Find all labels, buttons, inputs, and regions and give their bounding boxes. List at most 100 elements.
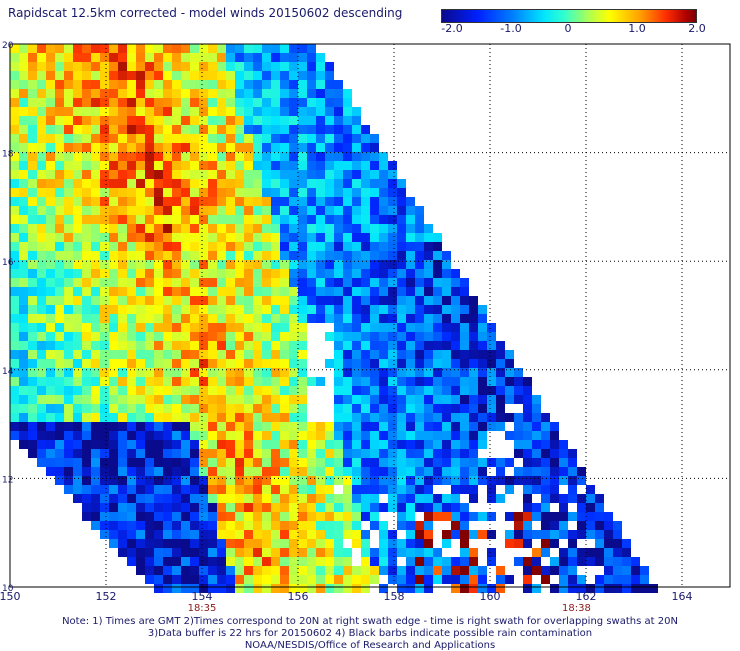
wind-difference-cell xyxy=(82,494,91,503)
wind-difference-cell xyxy=(370,170,379,179)
wind-difference-cell xyxy=(334,350,343,359)
wind-difference-cell xyxy=(127,296,136,305)
wind-difference-cell xyxy=(37,125,46,134)
wind-difference-cell xyxy=(334,548,343,557)
wind-difference-cell xyxy=(235,242,244,251)
wind-difference-cell xyxy=(271,350,280,359)
wind-difference-cell xyxy=(73,62,82,71)
wind-difference-cell xyxy=(334,206,343,215)
wind-difference-cell xyxy=(343,377,352,386)
wind-difference-cell xyxy=(298,413,307,422)
wind-difference-cell xyxy=(244,314,253,323)
wind-difference-cell xyxy=(109,305,118,314)
wind-difference-cell xyxy=(64,341,73,350)
wind-difference-cell xyxy=(496,566,505,575)
wind-difference-cell xyxy=(118,512,127,521)
wind-difference-cell xyxy=(622,539,631,548)
wind-difference-cell xyxy=(91,125,100,134)
wind-difference-cell xyxy=(325,305,334,314)
wind-difference-cell xyxy=(244,458,253,467)
wind-difference-cell xyxy=(154,197,163,206)
wind-difference-cell xyxy=(19,305,28,314)
wind-difference-cell xyxy=(181,557,190,566)
wind-difference-cell xyxy=(82,386,91,395)
wind-difference-cell xyxy=(226,305,235,314)
wind-difference-cell xyxy=(145,179,154,188)
wind-difference-cell xyxy=(145,377,154,386)
wind-difference-cell xyxy=(262,224,271,233)
wind-difference-cell xyxy=(64,413,73,422)
wind-difference-cell xyxy=(541,503,550,512)
wind-difference-cell xyxy=(352,476,361,485)
wind-difference-cell xyxy=(415,359,424,368)
wind-difference-cell xyxy=(271,323,280,332)
wind-difference-cell xyxy=(145,557,154,566)
wind-difference-cell xyxy=(451,431,460,440)
wind-difference-cell xyxy=(199,575,208,584)
wind-difference-cell xyxy=(190,305,199,314)
wind-difference-cell xyxy=(325,251,334,260)
wind-difference-cell xyxy=(415,341,424,350)
wind-difference-cell xyxy=(172,161,181,170)
wind-difference-cell xyxy=(325,161,334,170)
wind-difference-cell xyxy=(424,341,433,350)
wind-difference-cell xyxy=(478,413,487,422)
wind-difference-cell xyxy=(586,494,595,503)
wind-difference-cell xyxy=(118,134,127,143)
wind-difference-cell xyxy=(91,44,100,53)
lon-tick-label: 164 xyxy=(672,590,693,603)
wind-difference-cell xyxy=(343,566,352,575)
wind-difference-cell xyxy=(253,179,262,188)
wind-difference-cell xyxy=(19,233,28,242)
wind-difference-cell xyxy=(91,395,100,404)
wind-difference-cell xyxy=(460,485,469,494)
wind-difference-cell xyxy=(127,206,136,215)
wind-difference-cell xyxy=(442,449,451,458)
wind-difference-cell xyxy=(271,107,280,116)
wind-difference-cell xyxy=(316,224,325,233)
wind-difference-cell xyxy=(451,350,460,359)
wind-difference-cell xyxy=(145,530,154,539)
wind-difference-cell xyxy=(46,233,55,242)
wind-difference-cell xyxy=(244,269,253,278)
wind-difference-cell xyxy=(109,170,118,179)
wind-difference-cell xyxy=(298,476,307,485)
wind-difference-cell xyxy=(334,233,343,242)
wind-difference-cell xyxy=(118,143,127,152)
wind-difference-cell xyxy=(100,386,109,395)
wind-difference-cell xyxy=(154,530,163,539)
wind-difference-cell xyxy=(325,143,334,152)
wind-difference-cell xyxy=(217,494,226,503)
wind-difference-cell xyxy=(100,449,109,458)
wind-difference-cell xyxy=(352,449,361,458)
wind-difference-cell xyxy=(361,476,370,485)
wind-difference-cell xyxy=(595,584,604,593)
wind-difference-cell xyxy=(217,278,226,287)
wind-difference-cell xyxy=(352,170,361,179)
wind-difference-cell xyxy=(109,449,118,458)
wind-difference-cell xyxy=(379,449,388,458)
wind-difference-cell xyxy=(343,188,352,197)
wind-difference-cell xyxy=(136,323,145,332)
wind-difference-cell xyxy=(532,440,541,449)
wind-difference-cell xyxy=(100,143,109,152)
wind-difference-cell xyxy=(442,431,451,440)
wind-difference-cell xyxy=(478,323,487,332)
wind-difference-cell xyxy=(352,152,361,161)
wind-difference-cell xyxy=(172,179,181,188)
wind-difference-cell xyxy=(298,161,307,170)
wind-difference-cell xyxy=(163,197,172,206)
wind-difference-cell xyxy=(271,575,280,584)
wind-difference-cell xyxy=(316,53,325,62)
lat-tick-label: 12 xyxy=(2,475,13,485)
wind-difference-cell xyxy=(181,215,190,224)
wind-difference-cell xyxy=(217,575,226,584)
wind-difference-cell xyxy=(64,386,73,395)
wind-difference-cell xyxy=(325,152,334,161)
wind-difference-cell xyxy=(163,116,172,125)
wind-difference-cell xyxy=(541,494,550,503)
wind-difference-cell xyxy=(73,485,82,494)
wind-difference-cell xyxy=(334,323,343,332)
wind-difference-cell xyxy=(487,341,496,350)
wind-difference-cell xyxy=(145,98,154,107)
